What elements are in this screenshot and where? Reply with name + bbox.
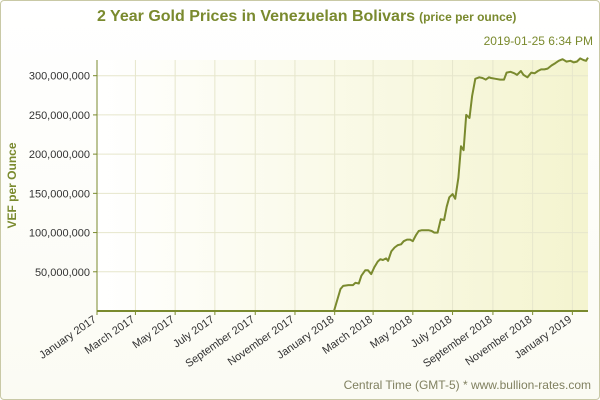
chart-title-text: 2 Year Gold Prices in Venezuelan Bolivar… xyxy=(97,8,416,25)
footer-credit: Central Time (GMT-5) * www.bullion-rates… xyxy=(343,378,591,392)
x-tick-label: May 2018 xyxy=(368,314,414,352)
x-tick-label: September 2017 xyxy=(183,314,257,370)
y-tick-label: 50,000,000 xyxy=(35,267,90,279)
y-tick-label: 100,000,000 xyxy=(29,228,90,240)
y-tick-label: 250,000,000 xyxy=(29,110,90,122)
y-tick-label: 300,000,000 xyxy=(29,71,90,83)
y-tick-label: 150,000,000 xyxy=(29,188,90,200)
y-tick-label: 200,000,000 xyxy=(29,149,90,161)
y-tick-labels: 50,000,000 100,000,000 150,000,000 200,000,… xyxy=(29,71,90,279)
series-line xyxy=(112,57,589,312)
x-tick-label: November 2017 xyxy=(226,314,297,369)
y-axis-label: VEF per Ounce xyxy=(5,142,19,228)
plot-area xyxy=(97,60,588,311)
x-tick-label: May 2017 xyxy=(130,314,176,352)
timestamp: 2019-01-25 6:34 PM xyxy=(483,34,593,48)
x-tick-label: September 2018 xyxy=(421,314,495,370)
x-tick-label: November 2018 xyxy=(463,314,534,369)
chart-title: 2 Year Gold Prices in Venezuelan Bolivar… xyxy=(97,8,516,26)
chart-subtitle: (price per ounce) xyxy=(419,10,517,24)
